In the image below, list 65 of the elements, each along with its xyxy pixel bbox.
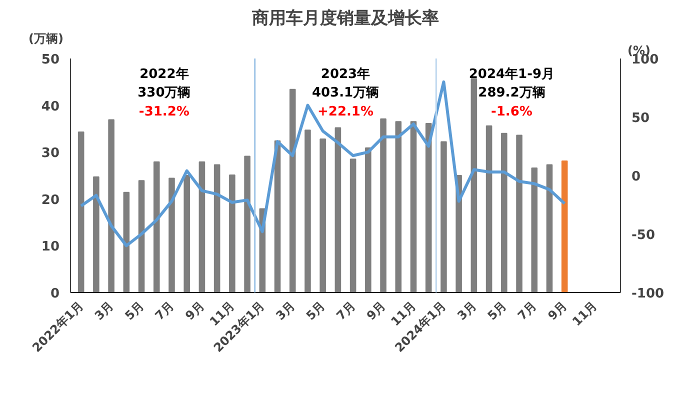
annotation: 403.1万辆 (312, 86, 380, 101)
y-tick-label: 30 (41, 146, 60, 162)
y2-tick-label: 50 (632, 111, 650, 126)
bar (516, 134, 522, 292)
x-tick-label: 11月 (570, 298, 600, 329)
bar (93, 176, 100, 292)
x-tick-label: 3月 (273, 298, 298, 323)
y-tick-label: 50 (41, 52, 60, 68)
bar (184, 175, 190, 292)
bar (334, 127, 342, 292)
bar (531, 168, 538, 292)
bar (380, 118, 386, 292)
x-tick-label: 7月 (515, 298, 540, 323)
y2-tick-label: 0 (632, 170, 641, 184)
bar (304, 130, 311, 292)
x-tick-label: 9月 (182, 298, 207, 323)
chart-title: 商用车月度销量及增长率 (251, 8, 439, 28)
annotation: 2024年1-9月 (468, 66, 555, 82)
x-tick-label: 5月 (484, 298, 510, 323)
y-tick-label: 20 (41, 192, 60, 208)
bar (123, 192, 130, 292)
line-series (80, 80, 566, 248)
bar (425, 123, 432, 292)
x-tick-label: 9月 (364, 298, 388, 323)
bar (229, 174, 236, 292)
bar (214, 164, 220, 292)
y-tick-label: 0 (50, 286, 60, 302)
annotation: +22.1% (318, 104, 374, 120)
x-tick-label: 5月 (303, 298, 328, 323)
annotation: -31.2% (138, 104, 190, 120)
y-tick-label: 40 (41, 99, 60, 114)
bar (410, 121, 417, 292)
y2-tick-label: -100 (632, 286, 664, 302)
y-axis-title: (万辆) (28, 32, 64, 46)
x-tick-label: 7月 (152, 298, 177, 323)
bar (365, 147, 372, 292)
x-tick-label: 9月 (545, 298, 570, 323)
bar (244, 156, 250, 292)
bar (501, 132, 508, 292)
x-tick-label: 5月 (122, 298, 146, 323)
bar (561, 160, 568, 292)
annotation: 2022年 (140, 66, 189, 82)
bar (198, 161, 206, 292)
bar (440, 141, 447, 292)
annotation: -1.6% (490, 104, 532, 120)
annotation: 2023年 (320, 66, 370, 82)
bar (78, 131, 84, 292)
bar (486, 125, 492, 292)
bar (168, 178, 175, 292)
bar (289, 88, 296, 292)
x-tick-label: 3月 (92, 298, 116, 323)
bar (138, 180, 145, 292)
bar (546, 164, 553, 292)
annotation: 289.2万辆 (478, 86, 546, 101)
bar (320, 138, 326, 292)
bar (395, 121, 402, 292)
y-tick-label: 10 (41, 240, 60, 255)
bar (350, 158, 356, 292)
annotation: 330万辆 (138, 86, 191, 101)
bar (108, 119, 114, 292)
bar (470, 78, 478, 292)
x-tick-label: 7月 (334, 298, 358, 323)
y2-tick-label: -50 (632, 228, 655, 243)
x-tick-label: 3月 (454, 298, 479, 323)
bar (153, 161, 160, 292)
